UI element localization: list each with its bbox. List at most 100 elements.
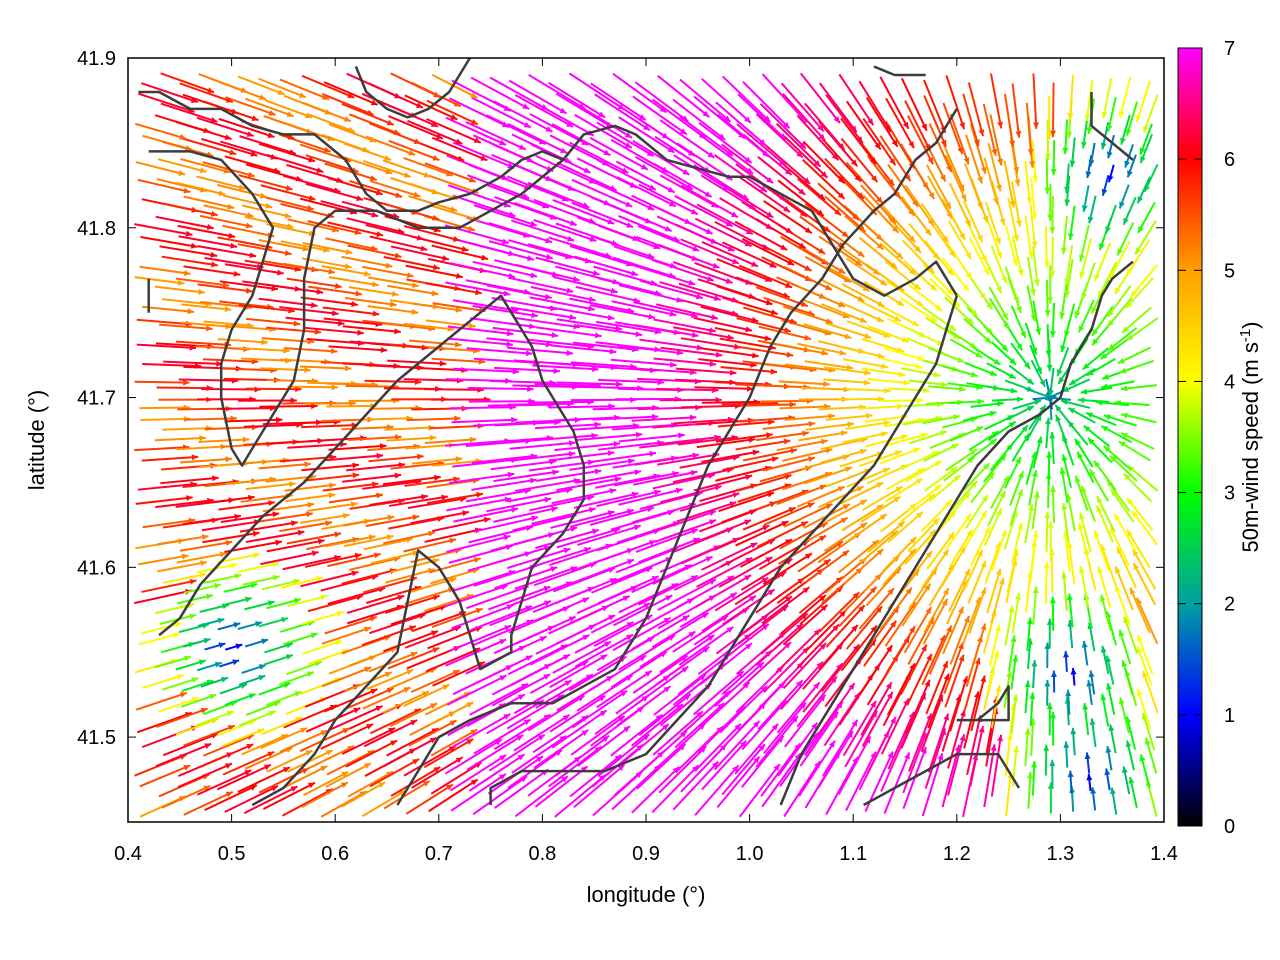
wind-vector-head [1103,414,1111,421]
wind-vector [1032,246,1039,287]
wind-vector-head [583,547,591,553]
wind-vector-head [1008,605,1015,613]
wind-vector-head [764,335,772,342]
wind-vector-head [411,282,419,288]
wind-vector [556,477,622,492]
wind-vector [674,725,724,774]
wind-vector [1024,160,1031,204]
colorbar-tick-label: 7 [1224,38,1235,60]
wind-vector-head [268,500,275,507]
wind-vector-head [1127,529,1133,537]
wind-vector-head [911,320,919,326]
wind-vector-head [781,521,789,527]
wind-vector [175,277,230,287]
wind-vector-head [897,521,905,528]
wind-vector-head [836,586,843,593]
contour-line [873,65,926,77]
wind-vector [922,414,960,425]
wind-vector-head [963,157,970,165]
wind-vector-head [704,191,712,197]
wind-vector-head [917,355,925,362]
wind-vector [364,379,422,384]
wind-vector [591,566,653,594]
wind-vector-head [1043,261,1050,268]
wind-vector [818,485,865,509]
wind-vector [362,417,413,421]
wind-vector [410,511,470,525]
wind-vector-head [1125,740,1132,748]
wind-vector [990,245,1008,285]
wind-vector [926,175,953,220]
wind-vector [615,160,676,194]
wind-vector-head [784,642,791,649]
wind-vector-head [375,189,383,196]
wind-vector-head [943,588,949,596]
wind-vector-head [1060,247,1067,255]
wind-vector-head [384,155,392,161]
wind-vector [1004,605,1014,646]
wind-vector-head [905,587,912,595]
wind-vector [859,530,899,564]
wind-vector-head [232,659,240,666]
wind-vector [693,519,752,544]
wind-vector-head [206,224,214,230]
wind-vector-head [609,348,617,355]
wind-vector [947,734,966,796]
wind-vector-head [406,669,414,676]
wind-vector-head [1010,387,1018,394]
wind-vector-head [928,192,935,200]
wind-vector-head [517,694,525,700]
wind-vector-head [185,230,193,237]
wind-vector [494,768,549,809]
wind-vector-head [785,282,793,288]
wind-vector [382,102,439,128]
wind-vector-head [1061,454,1068,462]
wind-vector-head [566,287,574,294]
wind-vector-head [665,595,673,601]
wind-vector [734,220,788,251]
wind-vector-head [1026,406,1034,412]
wind-vector [1031,491,1039,530]
wind-vector [596,490,661,508]
wind-vector [204,784,258,812]
wind-vector [341,568,397,585]
wind-vector [404,587,456,605]
wind-vector-head [328,492,336,499]
wind-vector [303,770,349,797]
contour-line [779,260,1134,806]
wind-vector [363,576,418,594]
wind-vector [735,439,791,451]
wind-vector-head [726,334,734,341]
wind-vector-head [939,174,946,182]
wind-vector-head [825,503,833,510]
wind-vector [631,367,697,374]
wind-vector [140,622,182,635]
wind-vector [384,594,440,614]
wind-vector [817,682,856,736]
wind-vector [224,263,284,275]
wind-vector-head [1142,671,1148,678]
wind-vector-head [838,301,846,307]
wind-vector-head [1077,522,1084,530]
wind-vector [1004,93,1015,148]
wind-vector-head [999,491,1006,499]
wind-vector-head [818,247,826,254]
wind-vector-head [1136,646,1143,654]
wind-vector [985,217,1003,259]
wind-vector [719,685,768,734]
wind-vector [447,337,514,346]
wind-vector [258,767,310,794]
wind-vector [839,345,885,359]
wind-vector [570,361,637,369]
wind-vector-head [766,432,773,439]
wind-vector [494,366,561,373]
wind-vector [612,72,668,114]
wind-vector [507,402,574,406]
wind-vector-head [308,195,316,201]
wind-vector-head [285,185,293,191]
wind-vector-head [1061,503,1068,510]
wind-vector-head [969,342,977,349]
wind-vector-head [1032,586,1039,594]
wind-vector-head [504,496,512,503]
